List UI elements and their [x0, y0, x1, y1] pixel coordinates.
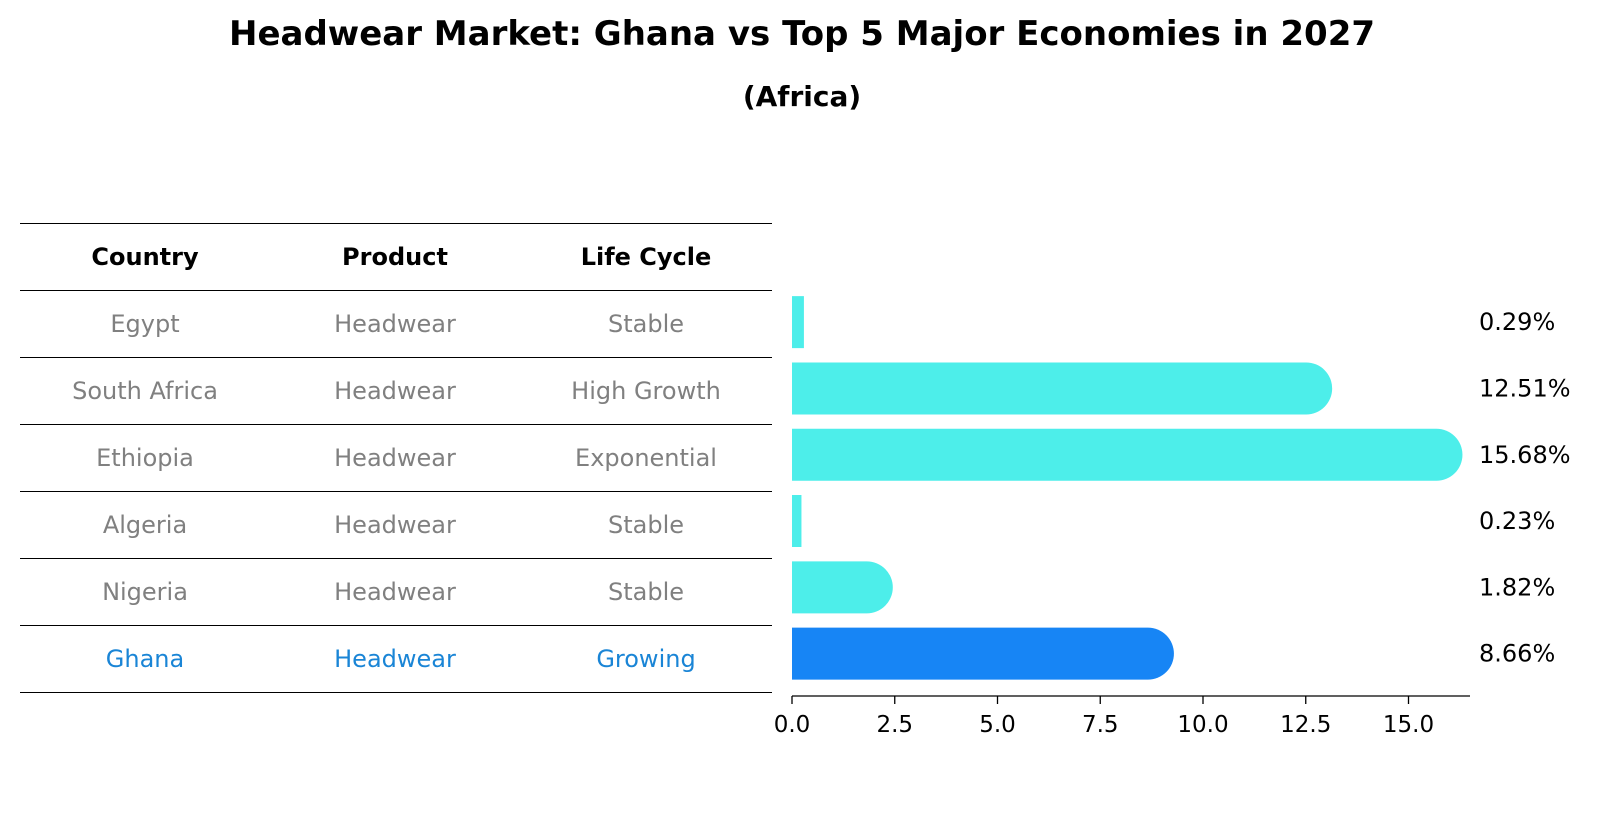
table-row: Algeria Headwear Stable — [20, 491, 772, 558]
x-tick-label: 2.5 — [876, 712, 913, 738]
cell-country: Nigeria — [102, 578, 188, 606]
cell-product: Headwear — [334, 511, 456, 539]
bar-ethiopia — [792, 428, 1463, 481]
cell-life-cycle: Stable — [607, 578, 685, 606]
header-product: Product — [342, 243, 448, 271]
cell-product: Headwear — [334, 310, 456, 338]
value-label-nigeria: 1.82% — [1479, 573, 1555, 601]
chart-subtitle: (Africa) — [742, 80, 862, 113]
header-life-cycle: Life Cycle — [580, 243, 712, 271]
value-label-ethiopia: 15.68% — [1479, 441, 1571, 469]
x-tick-label: 5.0 — [979, 712, 1016, 738]
cell-product: Headwear — [334, 645, 456, 673]
table-row: South Africa Headwear High Growth — [20, 357, 772, 424]
cell-country: Algeria — [102, 511, 188, 539]
cell-product: Headwear — [334, 444, 456, 472]
bar-egypt — [792, 296, 804, 349]
table-row: Nigeria Headwear Stable — [20, 558, 772, 625]
bar-south-africa — [792, 362, 1333, 415]
x-tick-label: 0.0 — [774, 712, 811, 738]
cell-life-cycle: Stable — [607, 310, 685, 338]
cell-country: Ghana — [105, 645, 185, 673]
header-country: Country — [91, 243, 199, 271]
x-tick-label: 10.0 — [1177, 712, 1228, 738]
value-label-south-africa: 12.51% — [1479, 374, 1571, 402]
x-tick-label: 7.5 — [1082, 712, 1119, 738]
cell-product: Headwear — [334, 377, 456, 405]
cell-life-cycle: High Growth — [571, 377, 721, 405]
cell-country: Ethiopia — [96, 444, 194, 472]
value-label-ghana: 8.66% — [1479, 640, 1555, 668]
data-table: Country Product Life Cycle Egypt Headwea… — [20, 223, 772, 693]
cell-country: South Africa — [72, 377, 218, 405]
chart-title: Headwear Market: Ghana vs Top 5 Major Ec… — [228, 14, 1376, 54]
bar-algeria — [792, 495, 802, 548]
value-label-algeria: 0.23% — [1479, 507, 1555, 535]
table-row: Egypt Headwear Stable — [20, 290, 772, 357]
cell-country: Egypt — [110, 310, 180, 338]
cell-life-cycle: Stable — [607, 511, 685, 539]
table-header-row: Country Product Life Cycle — [20, 223, 772, 290]
bar-nigeria — [792, 561, 893, 614]
cell-life-cycle: Exponential — [575, 444, 717, 472]
cell-product: Headwear — [334, 578, 456, 606]
x-tick-label: 12.5 — [1280, 712, 1331, 738]
value-label-egypt: 0.29% — [1479, 308, 1555, 336]
x-tick-label: 15.0 — [1383, 712, 1434, 738]
table-row-highlight: Ghana Headwear Growing — [20, 625, 772, 693]
table-row: Ethiopia Headwear Exponential — [20, 424, 772, 491]
cell-life-cycle: Growing — [596, 645, 696, 673]
bar-ghana — [792, 627, 1174, 680]
